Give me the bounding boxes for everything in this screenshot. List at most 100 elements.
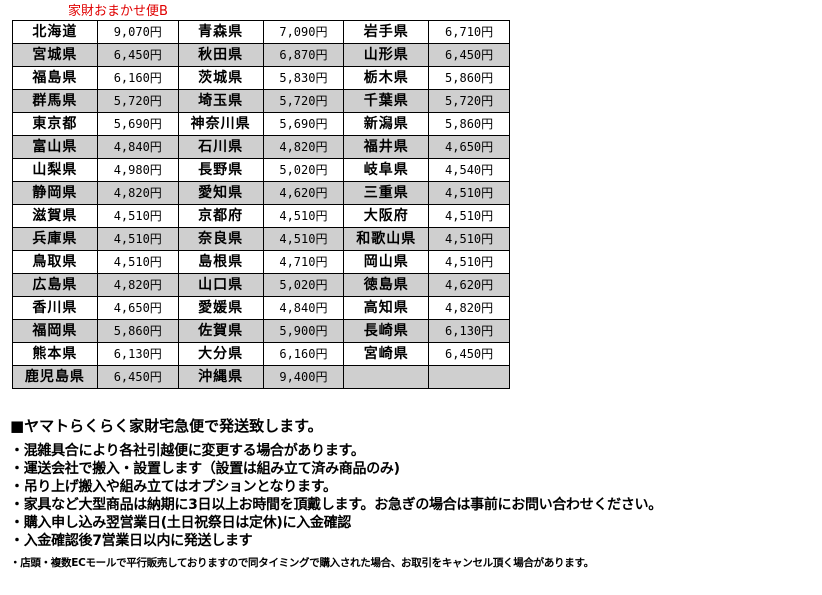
table-row: 香川県 4,650円 愛媛県 4,840円 高知県 4,820円	[12, 296, 510, 320]
prefecture-cell: 鳥取県	[12, 250, 98, 274]
prefecture-cell: 千葉県	[343, 89, 430, 113]
price-cell: 6,450円	[96, 43, 179, 67]
prefecture-cell: 兵庫県	[12, 227, 98, 251]
prefecture-cell: 福岡県	[12, 319, 98, 343]
price-cell: 4,820円	[96, 273, 179, 297]
price-cell	[428, 365, 510, 389]
price-cell: 6,160円	[262, 342, 345, 366]
price-cell: 5,690円	[96, 112, 179, 136]
price-cell: 4,510円	[428, 250, 510, 274]
note-item: ・混雑具合により各社引越便に変更する場合があります。	[10, 443, 365, 459]
table-row: 鳥取県 4,510円 島根県 4,710円 岡山県 4,510円	[12, 250, 510, 274]
prefecture-cell: 熊本県	[12, 342, 98, 366]
price-cell: 6,130円	[428, 319, 510, 343]
prefecture-cell: 長崎県	[343, 319, 430, 343]
table-row: 北海道 9,070円 青森県 7,090円 岩手県 6,710円	[12, 20, 510, 44]
prefecture-cell: 富山県	[12, 135, 98, 159]
price-cell: 4,840円	[262, 296, 345, 320]
price-cell: 6,450円	[96, 365, 179, 389]
price-cell: 5,860円	[428, 66, 510, 90]
price-cell: 4,820円	[428, 296, 510, 320]
price-cell: 4,510円	[96, 227, 179, 251]
price-cell: 4,540円	[428, 158, 510, 182]
prefecture-cell: 高知県	[343, 296, 430, 320]
price-cell: 4,620円	[428, 273, 510, 297]
price-cell: 4,510円	[262, 204, 345, 228]
price-cell: 5,830円	[262, 66, 345, 90]
prefecture-cell: 愛知県	[177, 181, 264, 205]
table-row: 東京都 5,690円 神奈川県 5,690円 新潟県 5,860円	[12, 112, 510, 136]
price-cell: 6,160円	[96, 66, 179, 90]
price-cell: 6,450円	[428, 43, 510, 67]
price-cell: 6,130円	[96, 342, 179, 366]
table-row: 山梨県 4,980円 長野県 5,020円 岐阜県 4,540円	[12, 158, 510, 182]
price-cell: 4,510円	[428, 227, 510, 251]
price-cell: 5,020円	[262, 158, 345, 182]
prefecture-cell: 山形県	[343, 43, 430, 67]
table-row: 福岡県 5,860円 佐賀県 5,900円 長崎県 6,130円	[12, 319, 510, 343]
price-cell: 4,820円	[262, 135, 345, 159]
prefecture-cell: 埼玉県	[177, 89, 264, 113]
prefecture-cell: 長野県	[177, 158, 264, 182]
table-row: 富山県 4,840円 石川県 4,820円 福井県 4,650円	[12, 135, 510, 159]
table-row: 兵庫県 4,510円 奈良県 4,510円 和歌山県 4,510円	[12, 227, 510, 251]
price-cell: 9,400円	[262, 365, 345, 389]
table-row: 静岡県 4,820円 愛知県 4,620円 三重県 4,510円	[12, 181, 510, 205]
price-cell: 5,860円	[96, 319, 179, 343]
price-cell: 4,510円	[428, 204, 510, 228]
prefecture-cell: 沖縄県	[177, 365, 264, 389]
price-cell: 4,510円	[96, 250, 179, 274]
price-cell: 5,860円	[428, 112, 510, 136]
table-row: 福島県 6,160円 茨城県 5,830円 栃木県 5,860円	[12, 66, 510, 90]
notes-heading: ■ヤマトらくらく家財宅急便で発送致します。	[10, 417, 323, 435]
prefecture-cell: 静岡県	[12, 181, 98, 205]
prefecture-cell: 広島県	[12, 273, 98, 297]
price-cell: 4,510円	[262, 227, 345, 251]
price-cell: 4,510円	[96, 204, 179, 228]
prefecture-cell: 神奈川県	[177, 112, 264, 136]
prefecture-cell: 山口県	[177, 273, 264, 297]
prefecture-cell: 愛媛県	[177, 296, 264, 320]
prefecture-cell: 宮城県	[12, 43, 98, 67]
prefecture-cell: 大阪府	[343, 204, 430, 228]
price-cell: 5,720円	[96, 89, 179, 113]
price-cell: 6,870円	[262, 43, 345, 67]
price-cell: 7,090円	[262, 20, 345, 44]
prefecture-cell: 大分県	[177, 342, 264, 366]
prefecture-cell: 京都府	[177, 204, 264, 228]
price-cell: 4,710円	[262, 250, 345, 274]
prefecture-cell: 滋賀県	[12, 204, 98, 228]
note-item: ・運送会社で搬入・設置します（設置は組み立て済み商品のみ)	[10, 461, 400, 477]
price-cell: 4,650円	[428, 135, 510, 159]
price-cell: 4,650円	[96, 296, 179, 320]
prefecture-cell: 東京都	[12, 112, 98, 136]
prefecture-cell: 山梨県	[12, 158, 98, 182]
prefecture-cell: 福井県	[343, 135, 430, 159]
prefecture-cell: 佐賀県	[177, 319, 264, 343]
footnote: ・店頭・複数ECモールで平行販売しておりますので同タイミングで購入された場合、お…	[10, 557, 594, 569]
prefecture-cell: 茨城県	[177, 66, 264, 90]
table-row: 広島県 4,820円 山口県 5,020円 徳島県 4,620円	[12, 273, 510, 297]
note-item: ・家具など大型商品は納期に3日以上お時間を頂戴します。お急ぎの場合は事前にお問い…	[10, 497, 662, 513]
prefecture-cell: 岩手県	[343, 20, 430, 44]
prefecture-cell: 徳島県	[343, 273, 430, 297]
price-cell: 4,980円	[96, 158, 179, 182]
note-item: ・吊り上げ搬入や組み立てはオプションとなります。	[10, 479, 337, 495]
prefecture-cell	[343, 365, 430, 389]
prefecture-cell: 島根県	[177, 250, 264, 274]
prefecture-cell: 福島県	[12, 66, 98, 90]
note-item: ・入金確認後7営業日以内に発送します	[10, 533, 253, 549]
price-cell: 5,900円	[262, 319, 345, 343]
prefecture-cell: 北海道	[12, 20, 98, 44]
price-cell: 4,620円	[262, 181, 345, 205]
prefecture-cell: 栃木県	[343, 66, 430, 90]
prefecture-cell: 三重県	[343, 181, 430, 205]
prefecture-cell: 奈良県	[177, 227, 264, 251]
table-row: 熊本県 6,130円 大分県 6,160円 宮崎県 6,450円	[12, 342, 510, 366]
shipping-notes: ■ヤマトらくらく家財宅急便で発送致します。 ・混雑具合により各社引越便に変更する…	[10, 416, 662, 570]
price-cell: 4,840円	[96, 135, 179, 159]
price-cell: 5,720円	[428, 89, 510, 113]
prefecture-cell: 岡山県	[343, 250, 430, 274]
table-row: 群馬県 5,720円 埼玉県 5,720円 千葉県 5,720円	[12, 89, 510, 113]
prefecture-cell: 岐阜県	[343, 158, 430, 182]
